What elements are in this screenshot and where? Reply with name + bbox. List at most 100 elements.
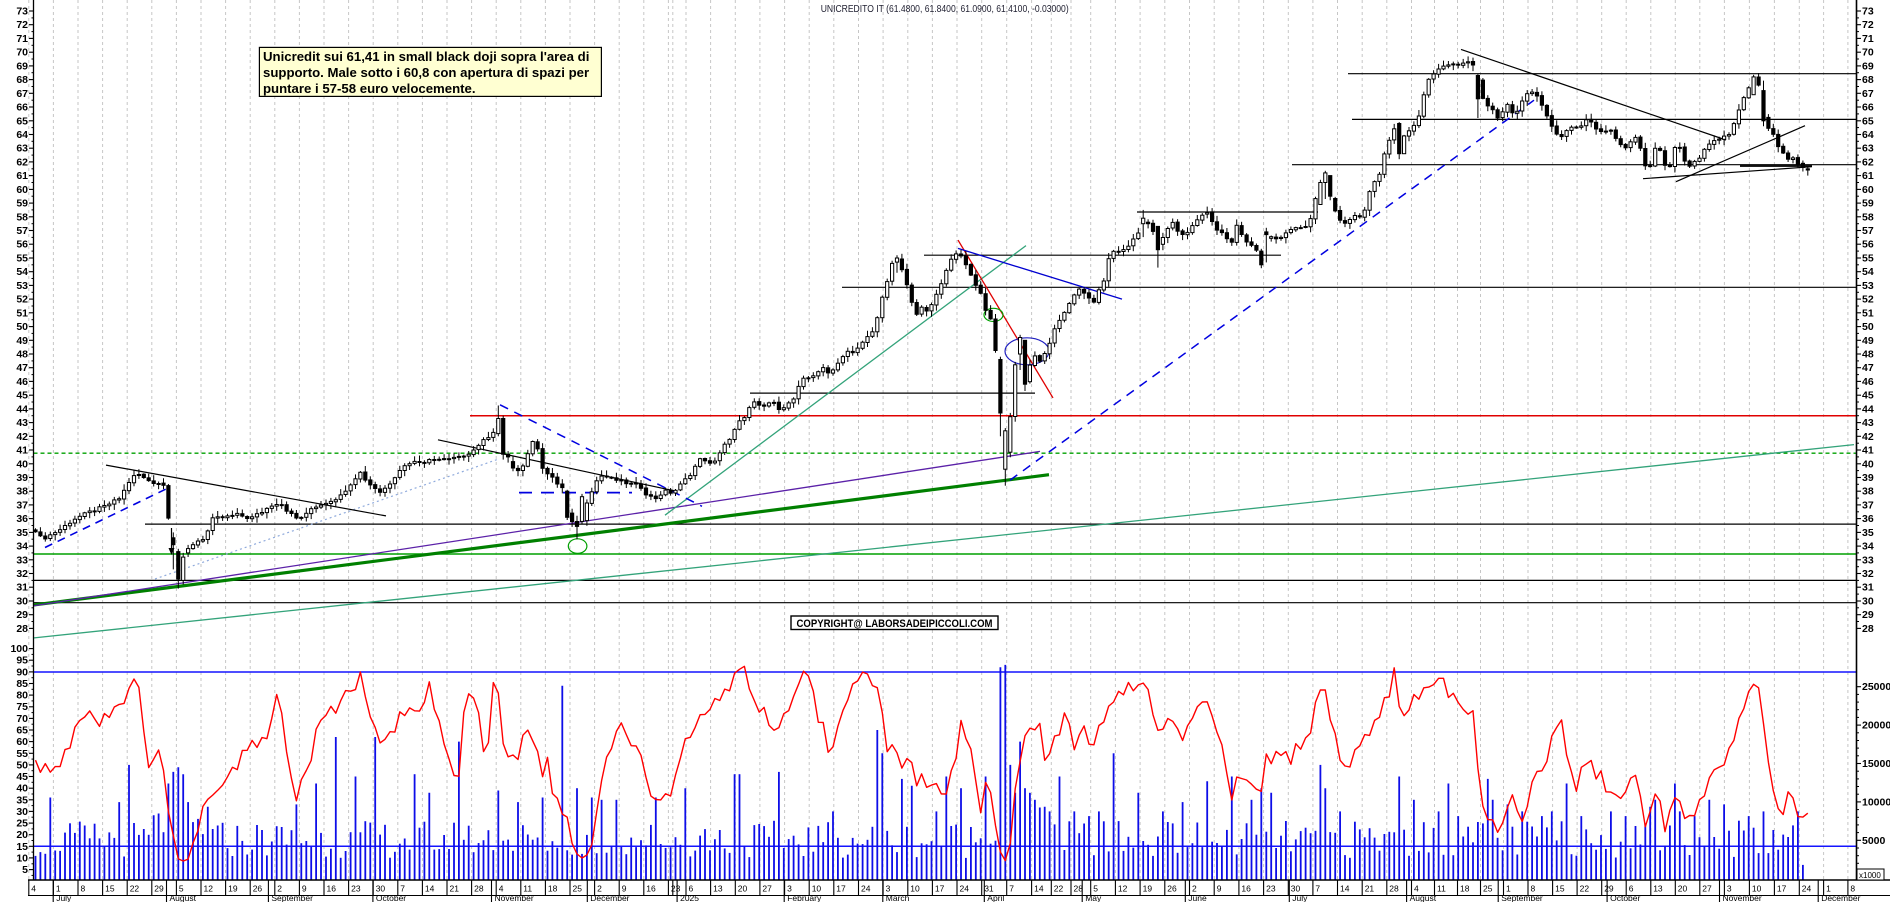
svg-text:2025: 2025	[680, 893, 699, 902]
svg-text:62: 62	[16, 156, 28, 168]
svg-text:66: 66	[1862, 102, 1874, 114]
svg-text:22: 22	[1054, 884, 1064, 894]
svg-text:23: 23	[1266, 884, 1276, 894]
svg-text:7: 7	[400, 884, 405, 894]
svg-text:March: March	[886, 893, 910, 902]
svg-text:26: 26	[1167, 884, 1177, 894]
svg-text:85: 85	[16, 678, 28, 690]
svg-text:20: 20	[16, 829, 28, 841]
svg-text:54: 54	[1862, 266, 1874, 278]
svg-text:11: 11	[1437, 884, 1446, 894]
svg-text:10: 10	[910, 884, 920, 894]
svg-text:34: 34	[16, 541, 28, 553]
svg-text:55: 55	[1862, 253, 1874, 265]
svg-text:70: 70	[1862, 47, 1874, 59]
svg-text:8: 8	[1531, 884, 1536, 894]
svg-text:October: October	[1610, 893, 1640, 902]
svg-text:61: 61	[16, 170, 28, 182]
svg-text:9: 9	[1217, 884, 1222, 894]
svg-text:56: 56	[16, 239, 28, 251]
svg-text:1: 1	[1506, 884, 1511, 894]
svg-text:25: 25	[16, 818, 28, 830]
svg-text:29: 29	[154, 884, 164, 894]
svg-text:65: 65	[16, 725, 28, 737]
svg-text:73: 73	[16, 6, 28, 18]
svg-text:December: December	[590, 893, 629, 902]
svg-text:30: 30	[1291, 884, 1301, 894]
svg-text:44: 44	[1862, 403, 1874, 415]
svg-text:17: 17	[1777, 884, 1787, 894]
svg-text:16: 16	[327, 884, 337, 894]
svg-text:17: 17	[836, 884, 846, 894]
svg-text:February: February	[787, 893, 822, 902]
svg-text:80: 80	[16, 690, 28, 702]
svg-text:60: 60	[16, 736, 28, 748]
svg-text:x1000: x1000	[1859, 871, 1881, 880]
svg-text:25: 25	[1483, 884, 1493, 894]
svg-text:68: 68	[1862, 74, 1874, 86]
svg-text:32: 32	[16, 568, 28, 580]
svg-text:2: 2	[277, 884, 282, 894]
svg-text:3: 3	[1727, 884, 1732, 894]
svg-text:45: 45	[1862, 390, 1874, 402]
svg-text:28: 28	[16, 623, 28, 635]
svg-text:14: 14	[1340, 884, 1350, 894]
svg-text:65: 65	[1862, 115, 1874, 127]
svg-text:49: 49	[1862, 335, 1874, 347]
svg-text:40: 40	[1862, 458, 1874, 470]
svg-text:56: 56	[1862, 239, 1874, 251]
svg-text:51: 51	[1862, 307, 1874, 319]
svg-text:11: 11	[523, 884, 532, 894]
svg-text:65: 65	[16, 115, 28, 127]
svg-text:21: 21	[450, 884, 460, 894]
svg-text:4: 4	[31, 884, 36, 894]
svg-text:April: April	[987, 893, 1004, 902]
svg-text:90: 90	[16, 666, 28, 678]
svg-text:October: October	[376, 893, 406, 902]
svg-text:58: 58	[16, 211, 28, 223]
svg-text:November: November	[1723, 893, 1762, 902]
svg-text:23: 23	[351, 884, 361, 894]
svg-text:40: 40	[16, 783, 28, 795]
svg-text:4: 4	[1414, 884, 1419, 894]
svg-text:51: 51	[16, 307, 28, 319]
svg-text:UNICREDITO IT (61.4800, 61.840: UNICREDITO IT (61.4800, 61.8400, 61.0900…	[821, 3, 1069, 15]
svg-text:36: 36	[16, 513, 28, 525]
svg-text:54: 54	[16, 266, 28, 278]
svg-text:39: 39	[1862, 472, 1874, 484]
svg-text:59: 59	[16, 198, 28, 210]
svg-text:5: 5	[179, 884, 184, 894]
svg-text:49: 49	[16, 335, 28, 347]
svg-text:19: 19	[228, 884, 238, 894]
svg-text:COPYRIGHT@ LABORSADEIPICCOLI.C: COPYRIGHT@ LABORSADEIPICCOLI.COM	[797, 618, 993, 630]
svg-text:10: 10	[1752, 884, 1762, 894]
svg-text:8: 8	[81, 884, 86, 894]
svg-text:25: 25	[573, 884, 583, 894]
svg-text:3: 3	[787, 884, 792, 894]
svg-text:53: 53	[1862, 280, 1874, 292]
svg-text:1: 1	[1826, 884, 1831, 894]
svg-text:May: May	[1085, 893, 1102, 902]
svg-text:57: 57	[16, 225, 28, 237]
svg-text:46: 46	[16, 376, 28, 388]
svg-text:28: 28	[1074, 884, 1084, 894]
svg-text:17: 17	[935, 884, 945, 894]
svg-text:24: 24	[1802, 884, 1812, 894]
svg-text:43: 43	[1862, 417, 1874, 429]
svg-text:95: 95	[16, 655, 28, 667]
svg-text:10000: 10000	[1862, 796, 1890, 808]
svg-text:47: 47	[1862, 362, 1874, 374]
svg-text:71: 71	[16, 33, 28, 45]
svg-text:13: 13	[1653, 884, 1663, 894]
svg-text:46: 46	[1862, 376, 1874, 388]
svg-text:72: 72	[16, 19, 28, 31]
svg-text:30: 30	[376, 884, 386, 894]
svg-text:48: 48	[16, 349, 28, 361]
svg-text:35: 35	[16, 527, 28, 539]
svg-text:53: 53	[16, 280, 28, 292]
svg-text:100: 100	[10, 643, 28, 655]
svg-text:November: November	[495, 893, 534, 902]
svg-text:35: 35	[1862, 527, 1874, 539]
svg-text:August: August	[170, 893, 197, 902]
svg-text:31: 31	[984, 884, 994, 894]
